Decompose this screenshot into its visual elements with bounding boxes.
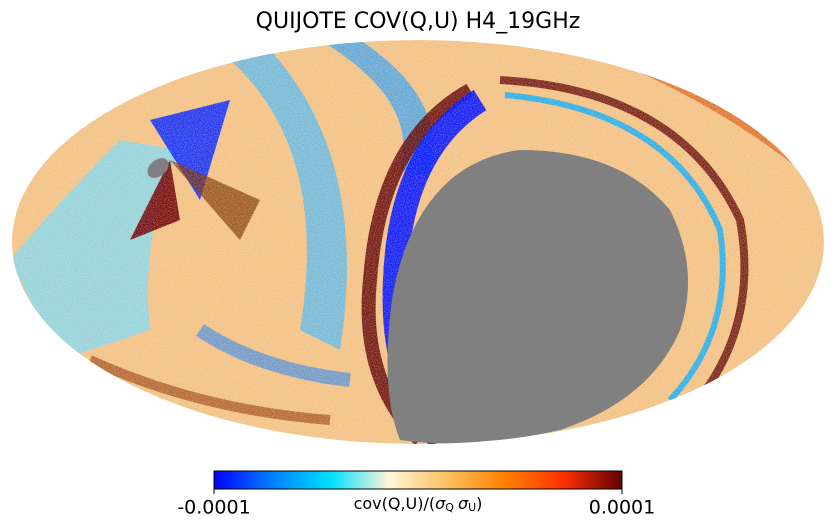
colorbar-tick-label: 0.0001 [589, 497, 655, 519]
colorbar-label: cov(Q,U)/(σQ σU) [354, 494, 483, 515]
colorbar-gradient [213, 470, 623, 490]
label-part: Q [445, 501, 454, 514]
label-part: σ [435, 494, 446, 513]
label-part: σ [458, 494, 469, 513]
label-part: U [468, 501, 476, 514]
sky-map [12, 40, 824, 444]
label-part: cov(Q,U)/( [354, 494, 436, 513]
label-part: ) [476, 494, 482, 513]
map-title: QUIJOTE COV(Q,U) H4_19GHz [256, 9, 581, 34]
colorbar [213, 470, 623, 494]
colorbar-tick-label: -0.0001 [177, 497, 250, 519]
